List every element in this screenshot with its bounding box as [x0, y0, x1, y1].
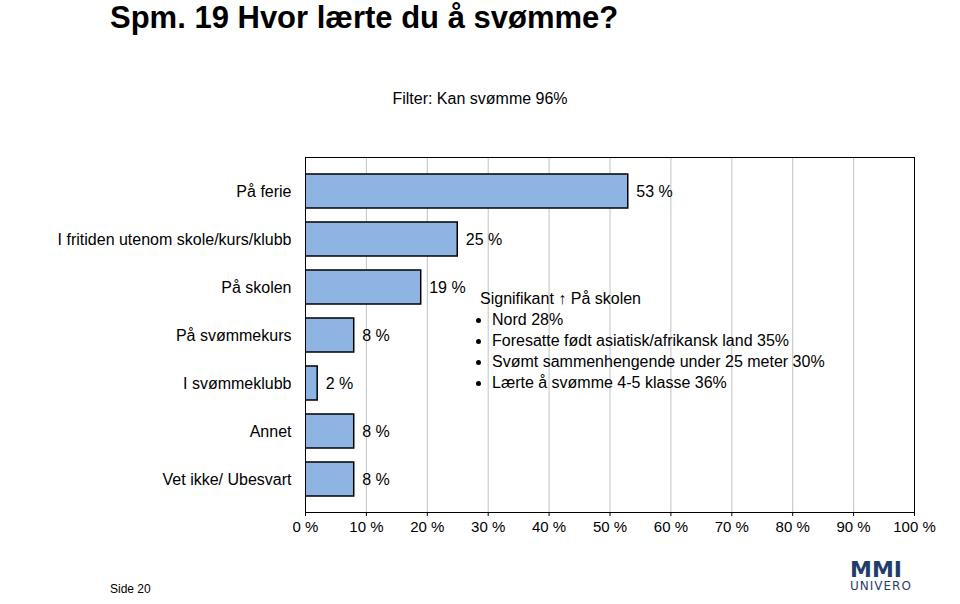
svg-text:Annet: Annet	[250, 423, 292, 440]
html-text:MMI: MMI	[850, 557, 902, 582]
svg-text:50 %: 50 %	[593, 518, 627, 535]
html-text:Foresatte født asiatisk/afrika: Foresatte født asiatisk/afrikansk land 3…	[492, 332, 789, 349]
svg-text:På ferie: På ferie	[236, 183, 291, 200]
svg-text:19 %: 19 %	[429, 279, 465, 296]
svg-text:100 %: 100 %	[893, 518, 936, 535]
svg-text:På skolen: På skolen	[221, 279, 291, 296]
html-text:Nord 28%: Nord 28%	[492, 311, 564, 328]
html-text:Side 20: Side 20	[110, 582, 151, 596]
svg-text:8 %: 8 %	[362, 423, 390, 440]
html-text:Filter: Kan svømme 96%: Filter: Kan svømme 96%	[392, 90, 568, 107]
svg-text:80 %: 80 %	[776, 518, 810, 535]
svg-text:Vet ikke/ Ubesvart: Vet ikke/ Ubesvart	[163, 471, 293, 488]
svg-text:10 %: 10 %	[349, 518, 383, 535]
svg-text:60 %: 60 %	[654, 518, 688, 535]
svg-text:2 %: 2 %	[326, 375, 354, 392]
html-text:UNIVERO: UNIVERO	[850, 579, 912, 593]
svg-text:8 %: 8 %	[362, 471, 390, 488]
svg-text:25 %: 25 %	[466, 231, 502, 248]
html-text:Signifikant ↑ På skolen: Signifikant ↑ På skolen	[480, 290, 641, 307]
svg-text:0 %: 0 %	[293, 518, 319, 535]
svg-text:90 %: 90 %	[836, 518, 870, 535]
svg-text:I fritiden utenom skole/kurs/k: I fritiden utenom skole/kurs/klubb	[58, 231, 292, 248]
html-text:Spm. 19 Hvor lærte du å svømme: Spm. 19 Hvor lærte du å svømme?	[110, 0, 619, 35]
svg-text:30 %: 30 %	[471, 518, 505, 535]
html-text:Svømt sammenhengende under 25: Svømt sammenhengende under 25 meter 30%	[492, 353, 825, 370]
svg-text:8 %: 8 %	[362, 327, 390, 344]
svg-text:På svømmekurs: På svømmekurs	[176, 327, 292, 344]
svg-text:70 %: 70 %	[715, 518, 749, 535]
html-text:Lærte å svømme 4-5 klasse 36%: Lærte å svømme 4-5 klasse 36%	[492, 374, 727, 391]
svg-text:I svømmeklubb: I svømmeklubb	[183, 375, 292, 392]
svg-text:53 %: 53 %	[636, 183, 672, 200]
svg-text:20 %: 20 %	[410, 518, 444, 535]
svg-text:40 %: 40 %	[532, 518, 566, 535]
